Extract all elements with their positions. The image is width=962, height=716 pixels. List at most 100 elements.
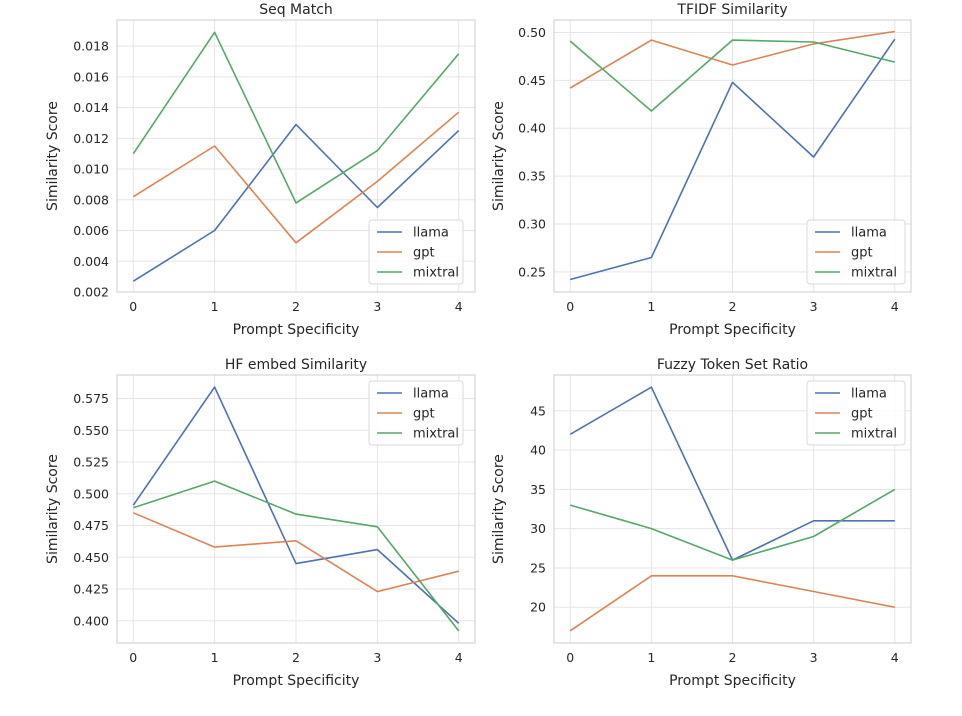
- legend: llama gpt mixtral: [806, 219, 906, 285]
- y-tick-label: 40: [530, 443, 546, 458]
- y-tick-label: 0.002: [73, 285, 109, 300]
- y-tick-label: 0.50: [518, 25, 546, 40]
- legend: llama gpt mixtral: [368, 380, 464, 446]
- legend-label-llama: llama: [851, 387, 887, 402]
- legend-label-gpt: gpt: [413, 407, 435, 422]
- x-tick-label: 4: [455, 650, 463, 665]
- legend-frame: [806, 380, 906, 446]
- legend-label-gpt: gpt: [413, 246, 435, 261]
- y-tick-label: 0.45: [518, 73, 546, 88]
- chart-panel-2: 0.400 0.425 0.450 0.475 0.500 0.525 0.550 0.575…: [45, 357, 476, 689]
- y-tick-label: 35: [530, 482, 546, 497]
- x-tick-label: 4: [891, 650, 899, 665]
- series-line-llama: [569, 38, 896, 281]
- y-axis-label: Similarity Score: [45, 454, 61, 564]
- y-tick-label: 45: [530, 403, 546, 418]
- x-axis-label: Prompt Specificity: [669, 322, 796, 338]
- x-tick-label: 0: [566, 299, 574, 314]
- y-tick-label: 0.25: [518, 264, 546, 279]
- x-tick-label: 2: [729, 299, 737, 314]
- y-tick-label: 30: [530, 521, 546, 536]
- x-tick-label: 3: [373, 650, 381, 665]
- y-tick-label: 0.575: [73, 391, 109, 406]
- x-tick-label: 0: [129, 299, 137, 314]
- x-axis-label: Prompt Specificity: [233, 322, 360, 338]
- legend-label-mixtral: mixtral: [413, 427, 459, 442]
- x-tick-label: 2: [292, 299, 300, 314]
- legend-label-mixtral: mixtral: [413, 266, 459, 281]
- legend-label-llama: llama: [413, 387, 449, 402]
- y-tick-label: 20: [530, 600, 546, 615]
- x-axis-label: Prompt Specificity: [233, 673, 360, 689]
- legend-label-llama: llama: [851, 226, 887, 241]
- chart-panel-0: 0.002 0.004 0.006 0.008 0.010 0.012 0.014 0.016…: [45, 2, 476, 338]
- y-tick-label: 0.525: [73, 455, 109, 470]
- axes-frame: [553, 19, 912, 293]
- chart-title: TFIDF Similarity: [676, 2, 787, 18]
- series-line-llama: [132, 386, 460, 624]
- y-tick-label: 0.500: [73, 486, 109, 501]
- y-tick-label: 0.30: [518, 217, 546, 232]
- y-tick-label: 0.008: [73, 192, 109, 207]
- y-axis-label: Similarity Score: [45, 101, 61, 211]
- y-tick-label: 0.475: [73, 518, 109, 533]
- y-tick-label: 0.016: [73, 69, 109, 84]
- x-tick-label: 1: [211, 650, 219, 665]
- series-line-mixtral: [133, 480, 460, 632]
- y-tick-label: 0.425: [73, 582, 109, 597]
- y-tick-label: 0.004: [73, 254, 109, 269]
- x-tick-label: 4: [455, 299, 463, 314]
- legend-frame: [368, 380, 464, 446]
- chart-title: HF embed Similarity: [225, 357, 367, 373]
- x-tick-label: 4: [891, 299, 899, 314]
- legend: llama gpt mixtral: [368, 219, 464, 285]
- y-tick-label: 0.010: [73, 162, 109, 177]
- axes-frame: [116, 19, 476, 293]
- y-tick-label: 0.012: [73, 131, 109, 146]
- legend-frame: [368, 219, 464, 285]
- x-axis-label: Prompt Specificity: [669, 673, 796, 689]
- chart-panel-1: 0.25 0.30 0.35 0.40 0.45 0.50 0 1 2 3 4 TFIDF Simil…: [491, 2, 912, 338]
- axes-frame: [116, 374, 476, 644]
- y-axis-label: Similarity Score: [491, 454, 507, 564]
- legend-label-llama: llama: [413, 226, 449, 241]
- series-line-gpt: [132, 512, 459, 593]
- legend-label-mixtral: mixtral: [851, 266, 897, 281]
- x-tick-label: 1: [211, 299, 219, 314]
- x-tick-label: 1: [647, 299, 655, 314]
- x-tick-label: 2: [729, 650, 737, 665]
- y-tick-label: 0.450: [73, 550, 109, 565]
- y-tick-label: 0.006: [73, 223, 109, 238]
- series-line-mixtral: [569, 488, 896, 561]
- series-line-mixtral: [569, 39, 895, 112]
- series-line-gpt: [132, 111, 460, 244]
- x-tick-label: 0: [129, 650, 137, 665]
- chart-title: Seq Match: [259, 2, 333, 18]
- x-tick-label: 3: [810, 650, 818, 665]
- legend: llama gpt mixtral: [806, 380, 906, 446]
- series-line-gpt: [569, 30, 895, 89]
- x-tick-label: 2: [292, 650, 300, 665]
- y-tick-label: 0.550: [73, 423, 109, 438]
- legend-label-gpt: gpt: [851, 246, 873, 261]
- series-line-llama: [132, 123, 460, 282]
- x-tick-label: 3: [810, 299, 818, 314]
- x-tick-label: 3: [373, 299, 381, 314]
- y-tick-label: 0.014: [73, 100, 109, 115]
- y-tick-label: 25: [530, 560, 546, 575]
- y-axis-label: Similarity Score: [491, 101, 507, 211]
- legend-label-gpt: gpt: [851, 407, 873, 422]
- y-tick-label: 0.018: [73, 39, 109, 54]
- series-line-gpt: [569, 574, 895, 632]
- y-tick-label: 0.40: [518, 121, 546, 136]
- y-tick-label: 0.400: [73, 613, 109, 628]
- legend-label-mixtral: mixtral: [851, 427, 897, 442]
- axes-frame: [553, 374, 912, 644]
- series-line-mixtral: [132, 31, 460, 204]
- legend-frame: [806, 219, 906, 285]
- chart-panel-3: 20 25 30 35 40 45 0 1 2 3 4 Fuzzy Token Set Ratio Pr…: [491, 357, 912, 689]
- y-tick-label: 0.35: [518, 169, 546, 184]
- x-tick-label: 0: [566, 650, 574, 665]
